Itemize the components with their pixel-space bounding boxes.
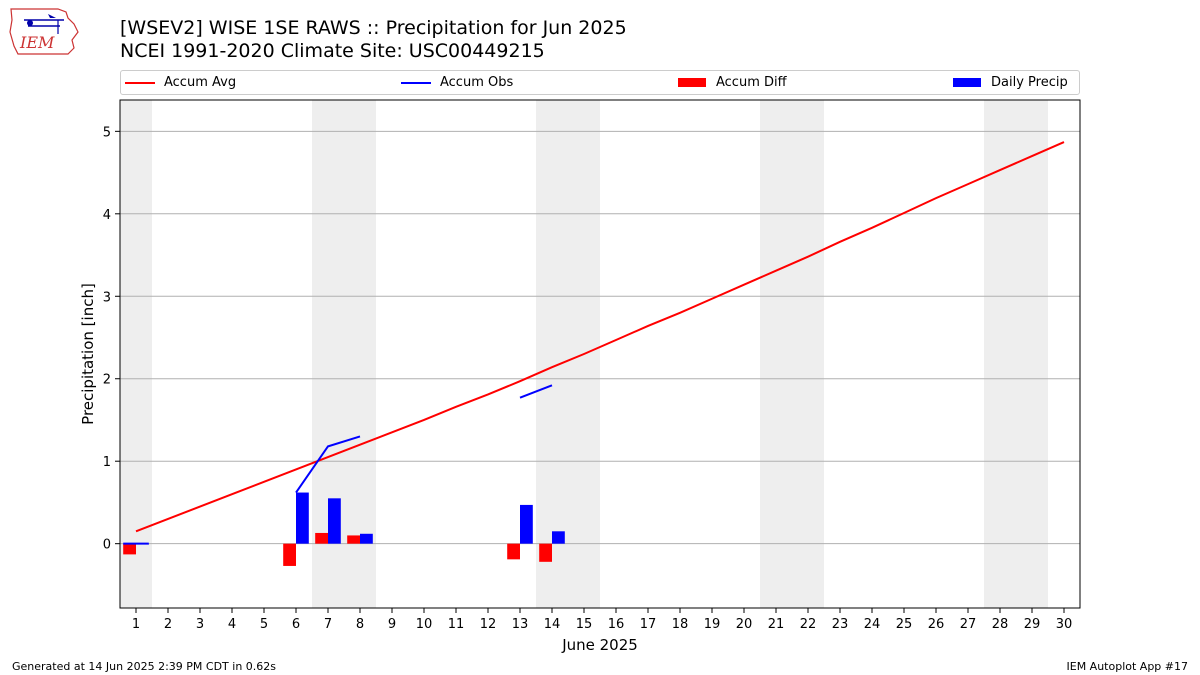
bar-layer xyxy=(123,492,565,566)
line-accum-obs-segment-1 xyxy=(295,435,361,494)
x-tick-label-10: 10 xyxy=(416,617,433,632)
x-tick-label-9: 9 xyxy=(388,617,396,632)
weekend-shading-layer xyxy=(120,100,1048,608)
legend-item-accum-diff: Accum Diff xyxy=(678,71,787,94)
svg-text:IEM: IEM xyxy=(19,33,55,52)
weekend-band-4 xyxy=(984,100,1048,608)
y-axis-label: Precipitation [inch] xyxy=(79,283,97,425)
y-tick-label-1: 1 xyxy=(103,455,111,470)
weekend-band-1 xyxy=(312,100,376,608)
x-tick-label-3: 3 xyxy=(196,617,204,632)
bar-accum-diff-day-1 xyxy=(123,543,136,555)
line-layer xyxy=(123,141,1065,545)
x-tick-label-19: 19 xyxy=(704,617,721,632)
x-tick-label-2: 2 xyxy=(164,617,172,632)
y-tick-label-3: 3 xyxy=(103,290,111,305)
y-tick-label-4: 4 xyxy=(103,208,111,223)
legend-swatch-accum-avg xyxy=(125,81,155,84)
x-tick-label-17: 17 xyxy=(640,617,657,632)
x-tick-label-24: 24 xyxy=(864,617,881,632)
legend-item-daily-precip: Daily Precip xyxy=(953,71,1068,94)
legend-swatch-accum-diff xyxy=(678,78,706,87)
app-note: IEM Autoplot App #17 xyxy=(1066,660,1189,673)
x-tick-label-14: 14 xyxy=(544,617,561,632)
x-tick-label-8: 8 xyxy=(356,617,364,632)
x-tick-label-5: 5 xyxy=(260,617,268,632)
x-tick-label-28: 28 xyxy=(992,617,1009,632)
line-accum-avg-segment-0 xyxy=(135,141,1065,533)
generated-note: Generated at 14 Jun 2025 2:39 PM CDT in … xyxy=(12,660,277,673)
bar-accum-diff-day-6 xyxy=(283,543,296,566)
x-tick-label-13: 13 xyxy=(512,617,529,632)
legend-label-accum-obs: Accum Obs xyxy=(440,75,514,90)
chart-legend: Accum Avg Accum Obs Accum Diff Daily Pre… xyxy=(120,70,1080,95)
x-tick-label-11: 11 xyxy=(448,617,465,632)
y-tick-label-0: 0 xyxy=(103,538,111,553)
line-accum-obs-segment-2 xyxy=(519,384,553,399)
bar-daily-precip-day-8 xyxy=(360,533,373,544)
x-tick-label-22: 22 xyxy=(800,617,817,632)
y-axis-ticks: 0 1 2 3 4 5 xyxy=(103,125,120,553)
legend-swatch-daily-precip xyxy=(953,78,981,87)
x-tick-label-4: 4 xyxy=(228,617,236,632)
weekend-band-3 xyxy=(760,100,824,608)
y-gridlines xyxy=(120,130,1080,545)
x-tick-label-29: 29 xyxy=(1024,617,1041,632)
legend-label-daily-precip: Daily Precip xyxy=(991,75,1068,90)
x-tick-label-15: 15 xyxy=(576,617,593,632)
weekend-band-0 xyxy=(120,100,152,608)
x-tick-label-6: 6 xyxy=(292,617,300,632)
x-tick-label-7: 7 xyxy=(324,617,332,632)
y-tick-label-2: 2 xyxy=(103,373,111,388)
bar-accum-diff-day-13 xyxy=(507,543,520,560)
bar-accum-diff-day-8 xyxy=(347,535,360,544)
plot-frame xyxy=(119,99,1081,609)
x-tick-label-18: 18 xyxy=(672,617,689,632)
x-axis-ticks: 1 2 3 4 5 6 7 8 9 10 11 12 13 14 15 16 17 18 19 20 21 22 23 24 2… xyxy=(132,608,1072,632)
legend-label-accum-diff: Accum Diff xyxy=(716,75,787,90)
x-tick-label-21: 21 xyxy=(768,617,785,632)
x-tick-label-26: 26 xyxy=(928,617,945,632)
iowa-map-icon: IEM xyxy=(9,8,79,55)
x-axis-label: June 2025 xyxy=(561,636,638,654)
x-tick-label-16: 16 xyxy=(608,617,625,632)
x-tick-label-27: 27 xyxy=(960,617,977,632)
x-tick-label-1: 1 xyxy=(132,617,140,632)
x-tick-label-23: 23 xyxy=(832,617,849,632)
legend-item-accum-obs: Accum Obs xyxy=(401,71,513,94)
legend-swatch-accum-obs xyxy=(401,81,431,84)
y-tick-label-5: 5 xyxy=(103,125,111,140)
legend-label-accum-avg: Accum Avg xyxy=(164,75,237,90)
bar-daily-precip-day-6 xyxy=(296,492,309,544)
x-tick-label-20: 20 xyxy=(736,617,753,632)
chart-title: [WSEV2] WISE 1SE RAWS :: Precipitation f… xyxy=(120,17,627,39)
bar-accum-diff-day-7 xyxy=(315,532,328,544)
chart-subtitle: NCEI 1991-2020 Climate Site: USC00449215 xyxy=(120,40,545,62)
weekend-band-2 xyxy=(536,100,600,608)
bar-accum-diff-day-14 xyxy=(539,543,552,562)
x-tick-label-25: 25 xyxy=(896,617,913,632)
bar-daily-precip-day-7 xyxy=(328,498,341,544)
bar-daily-precip-day-14 xyxy=(552,531,565,544)
x-tick-label-30: 30 xyxy=(1056,617,1073,632)
legend-item-accum-avg: Accum Avg xyxy=(125,71,236,94)
iem-logo: IEM xyxy=(8,6,80,60)
x-tick-label-12: 12 xyxy=(480,617,497,632)
bar-daily-precip-day-13 xyxy=(520,504,533,544)
